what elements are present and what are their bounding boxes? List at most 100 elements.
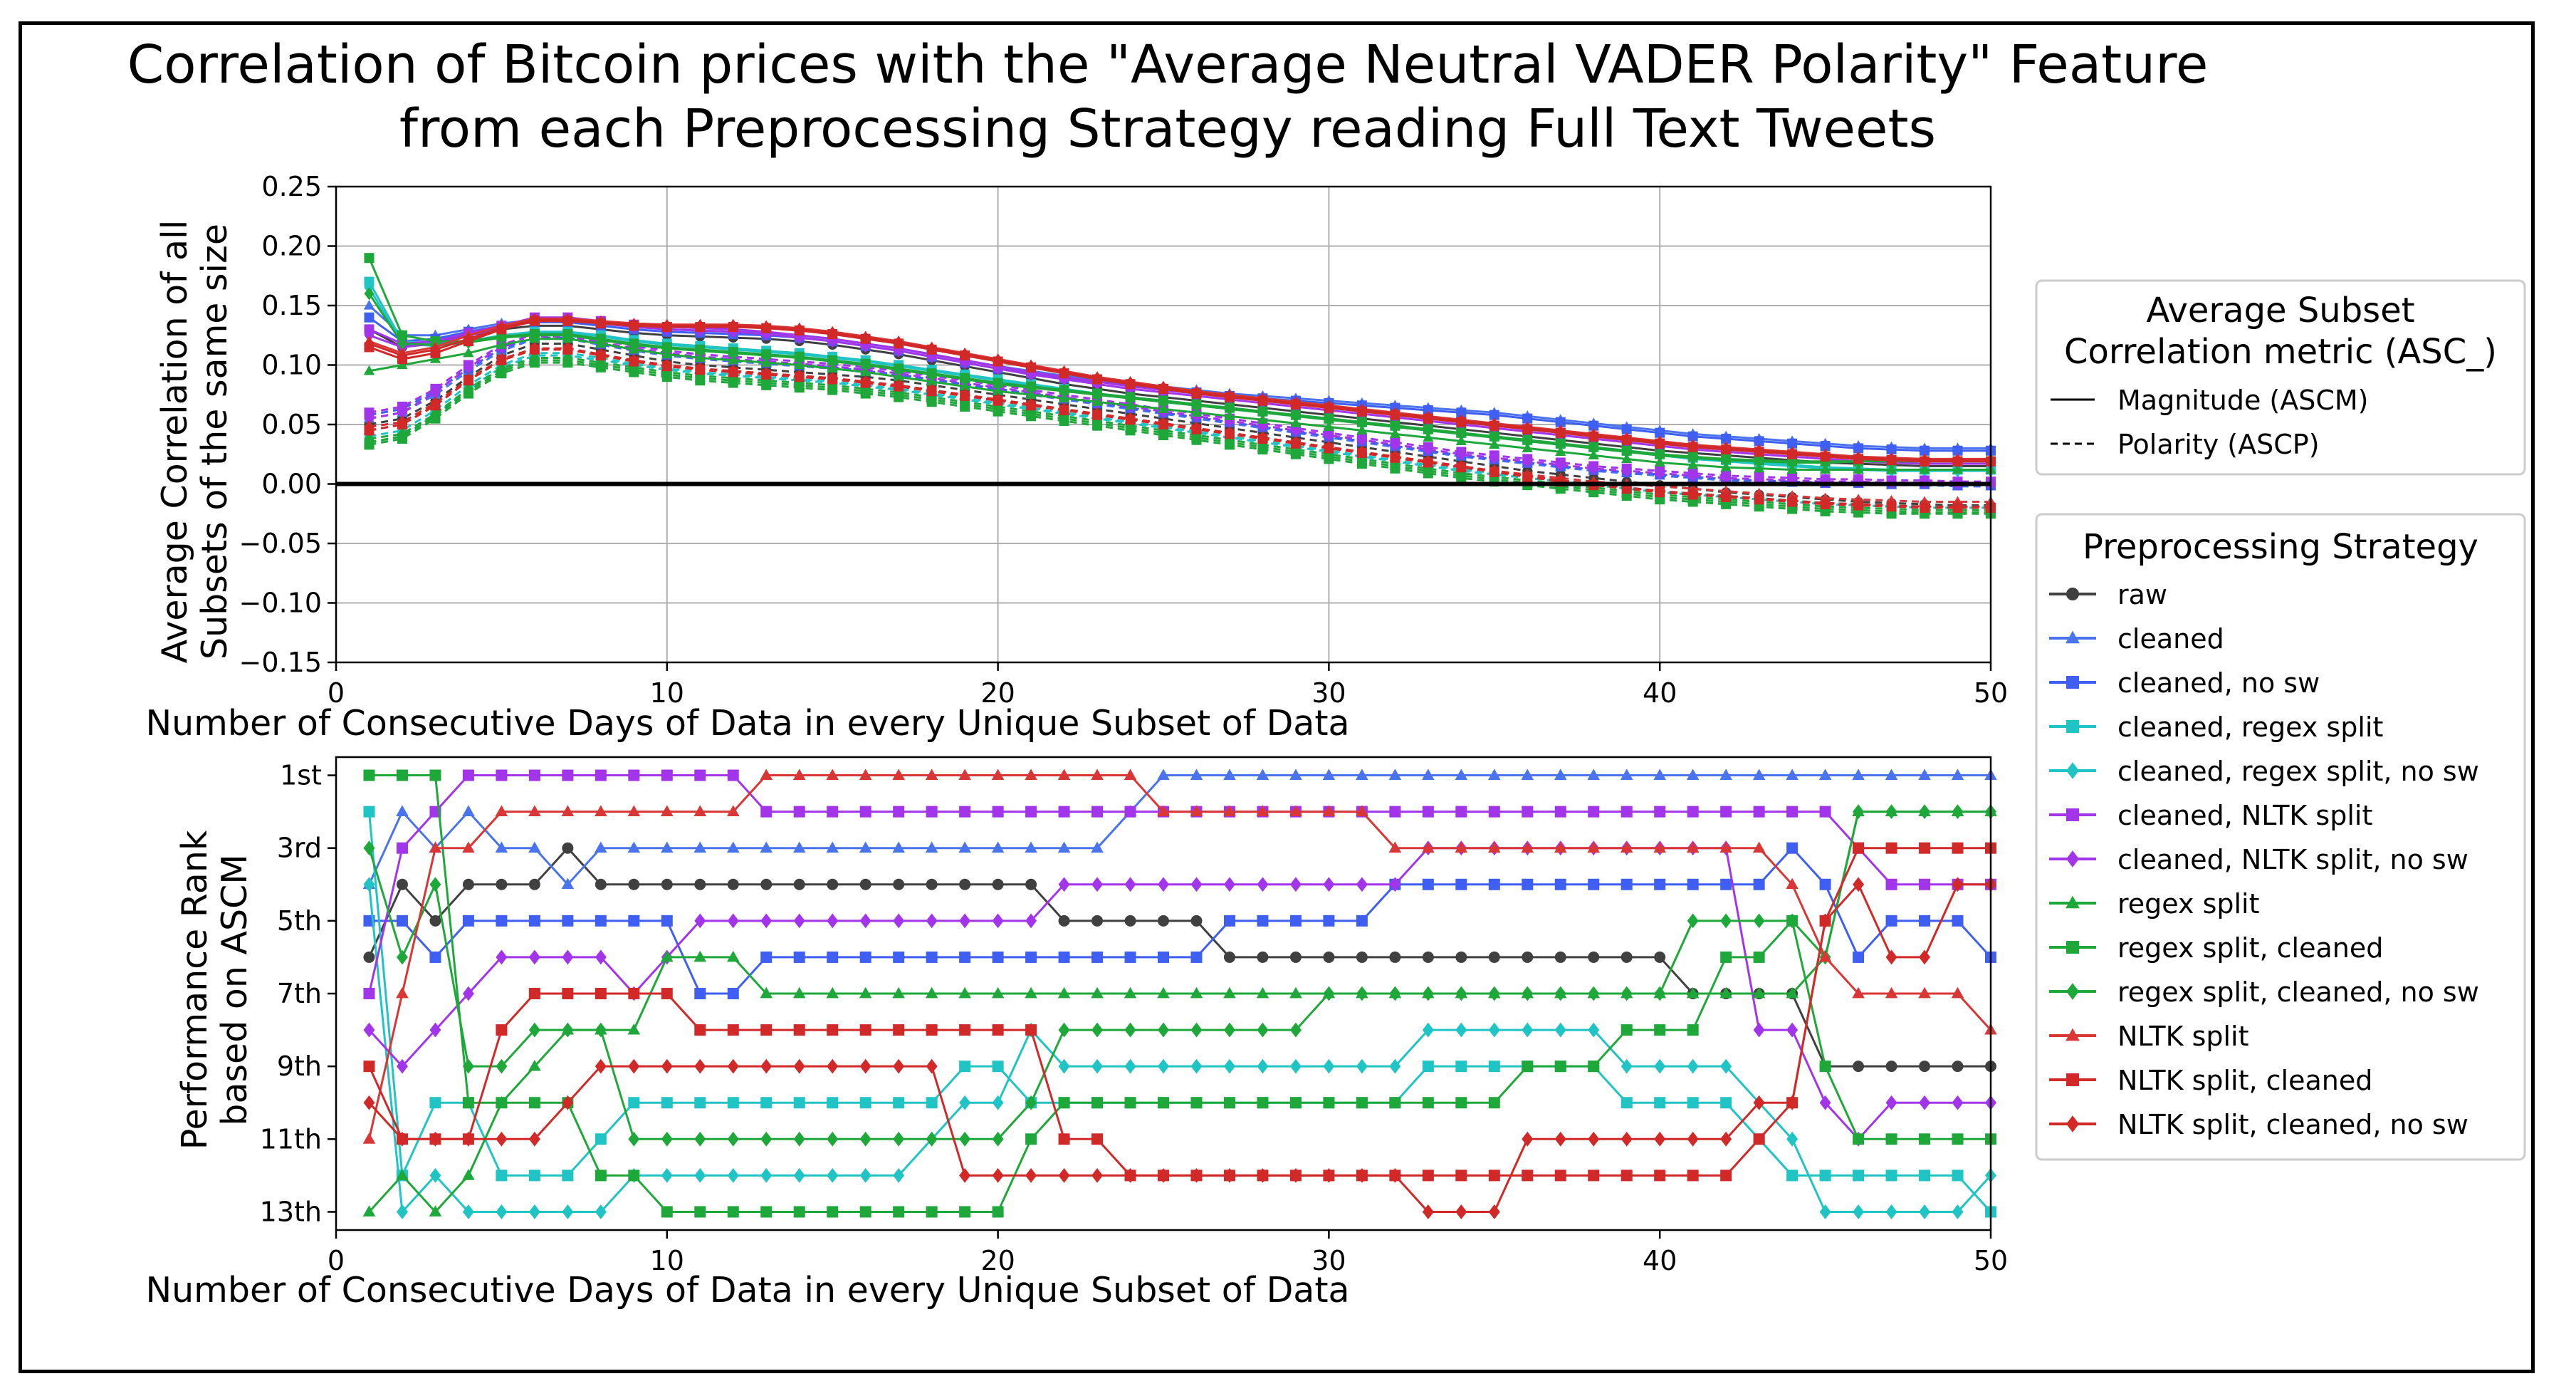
data-point — [396, 1131, 408, 1147]
data-point — [1587, 769, 1601, 780]
x-tick-label: 10 — [650, 1245, 684, 1276]
data-point — [1786, 1095, 1799, 1110]
data-point — [1356, 1097, 1368, 1109]
data-point — [1819, 806, 1831, 818]
data-point — [860, 375, 871, 388]
legend-entry-label: NLTK split, cleaned, no sw — [2117, 1109, 2468, 1140]
data-point — [1522, 1061, 1534, 1073]
data-point — [1588, 951, 1600, 963]
data-point — [595, 1204, 607, 1219]
legend-entry-label: cleaned, regex split, no sw — [2117, 756, 2479, 787]
data-point — [793, 1167, 805, 1183]
data-point — [1224, 389, 1235, 403]
data-point — [661, 319, 672, 333]
data-point — [429, 769, 441, 781]
data-point — [1522, 1022, 1534, 1038]
data-point — [363, 769, 375, 781]
data-point — [462, 1169, 475, 1180]
data-point — [528, 841, 541, 853]
data-point — [429, 1131, 441, 1147]
data-point — [1687, 469, 1698, 482]
data-point — [1223, 915, 1235, 927]
data-point — [629, 318, 639, 331]
data-point — [363, 299, 375, 310]
data-point — [1621, 1058, 1633, 1074]
data-point — [1753, 1133, 1765, 1145]
y-tick-label: −0.15 — [239, 647, 322, 678]
data-point — [1025, 1133, 1037, 1145]
data-point — [1356, 403, 1367, 417]
data-point — [959, 1131, 971, 1147]
data-point — [528, 1059, 541, 1071]
data-point — [1655, 427, 1665, 438]
series-line — [368, 774, 1992, 1140]
data-point — [859, 841, 872, 853]
data-point — [1025, 841, 1037, 853]
data-point — [1588, 420, 1599, 431]
data-point — [363, 1022, 375, 1038]
legend-marker — [2065, 895, 2080, 909]
data-point — [793, 1206, 805, 1218]
data-point — [792, 986, 806, 999]
data-point — [429, 877, 441, 892]
data-point — [1522, 986, 1534, 1001]
data-point — [1257, 1058, 1269, 1074]
data-point — [1091, 1167, 1104, 1183]
data-point — [1390, 407, 1400, 421]
data-point — [397, 349, 407, 363]
data-point — [1455, 1061, 1467, 1073]
data-point — [1522, 806, 1534, 818]
data-point — [1720, 1131, 1732, 1147]
legend-marker — [2066, 983, 2079, 1000]
data-point — [1488, 951, 1500, 963]
data-point — [1522, 878, 1534, 890]
data-point — [1057, 769, 1071, 780]
data-point — [496, 1170, 508, 1182]
data-point — [1554, 769, 1567, 780]
rank-series-cleaned-regex-split-no-sw — [363, 877, 1996, 1219]
data-point — [991, 986, 1005, 999]
data-point — [1389, 951, 1401, 963]
data-point — [893, 1131, 905, 1147]
data-point — [363, 840, 375, 856]
data-point — [1853, 951, 1865, 963]
rank-series-nltk-split — [362, 769, 1997, 1144]
data-point — [1852, 986, 1865, 999]
data-point — [1687, 878, 1699, 890]
data-point — [1720, 951, 1732, 963]
data-point — [462, 878, 474, 890]
data-point — [827, 355, 838, 368]
data-point — [1190, 1058, 1203, 1074]
y-tick-label: −0.10 — [239, 588, 322, 619]
data-point — [1025, 951, 1037, 963]
data-point — [1058, 1133, 1070, 1145]
data-point — [1721, 442, 1732, 455]
data-point — [1190, 915, 1203, 927]
data-point — [1124, 1097, 1136, 1109]
data-point — [1588, 1170, 1600, 1182]
data-point — [1388, 769, 1402, 780]
data-point — [396, 949, 408, 965]
data-point — [1091, 877, 1104, 892]
data-point — [1289, 1058, 1302, 1074]
data-point — [1455, 769, 1468, 780]
data-point — [1753, 806, 1765, 818]
data-point — [893, 951, 905, 963]
data-point — [1257, 915, 1269, 927]
data-point — [1456, 427, 1467, 441]
data-point — [1853, 842, 1865, 854]
data-point — [363, 877, 375, 892]
data-point — [959, 1024, 971, 1036]
data-point — [364, 420, 375, 434]
data-point — [1787, 494, 1798, 507]
data-point — [958, 986, 971, 999]
data-point — [661, 1058, 673, 1074]
bottom-y-axis-label-line-1: Performance Rank — [174, 830, 215, 1150]
y-tick-label: 0.25 — [261, 171, 322, 202]
data-point — [1223, 877, 1235, 892]
data-point — [926, 1131, 938, 1147]
data-point — [1654, 986, 1666, 1001]
data-point — [1819, 878, 1831, 890]
data-point — [859, 878, 871, 890]
data-point — [727, 1167, 739, 1183]
